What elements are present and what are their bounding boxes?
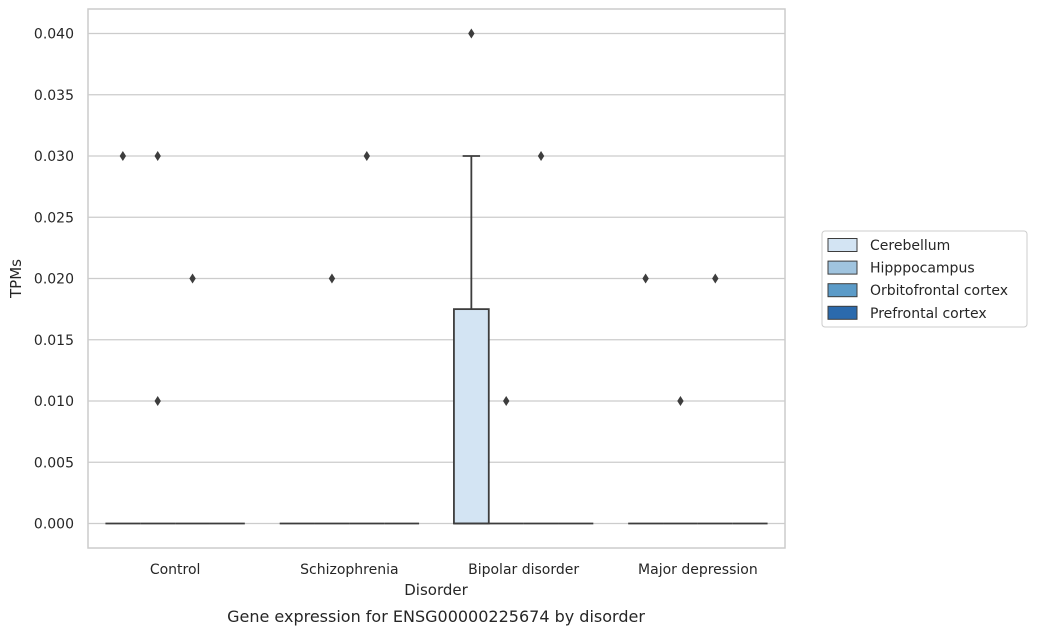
y-tick-label: 0.040: [34, 27, 74, 43]
x-tick-labels: Control Schizophrenia Bipolar disorder Majo…: [150, 562, 758, 578]
x-tick-label: Major depression: [638, 562, 758, 578]
y-tick-label: 0.015: [34, 333, 74, 349]
outlier-point: [537, 151, 545, 161]
y-tick-label: 0.005: [34, 455, 74, 471]
x-tick-label: Control: [150, 562, 201, 578]
x-tick-label: Bipolar disorder: [468, 562, 579, 578]
outlier-point: [642, 273, 649, 284]
y-tick-label: 0.035: [34, 88, 74, 104]
legend-label: Cerebellum: [870, 238, 950, 254]
box-0-2: [453, 28, 490, 525]
outlier-point: [503, 396, 510, 406]
outlier-point: [468, 28, 475, 39]
outlier-point: [712, 273, 719, 284]
box-0-0: [105, 151, 141, 525]
box-2-0: [175, 273, 210, 525]
y-tick-label: 0.025: [34, 210, 74, 226]
legend-label: Hipppocampus: [870, 261, 975, 277]
y-axis-title: TPMs: [7, 259, 25, 299]
box-0-3: [628, 273, 664, 525]
y-tick-label: 0.010: [34, 394, 74, 410]
outlier-point: [154, 396, 161, 406]
box-1-1: [314, 273, 350, 525]
outlier-point: [154, 151, 161, 161]
plot-area-frame: [87, 8, 786, 549]
outlier-point: [119, 151, 127, 161]
legend-swatch: [827, 305, 858, 320]
outlier-point: [189, 273, 196, 284]
box-2-1: [349, 151, 385, 525]
legend-label: Prefrontal cortex: [870, 306, 987, 322]
box-1-0: [140, 151, 176, 525]
box-2-3: [697, 273, 733, 525]
y-tick-label: 0.030: [34, 149, 74, 165]
legend-swatch: [827, 260, 858, 275]
box-body: [453, 308, 490, 525]
y-tick-label: 0.000: [34, 517, 74, 533]
outlier-point: [363, 151, 370, 161]
y-tick-label: 0.020: [34, 272, 74, 288]
outlier-point: [328, 273, 336, 284]
outlier-point: [677, 396, 684, 406]
box-1-2: [488, 396, 524, 525]
legend-frame: [821, 230, 1028, 328]
box-2-2: [523, 151, 559, 525]
legend-swatch: [827, 283, 858, 298]
box-1-3: [663, 396, 698, 525]
x-axis-title: Disorder: [404, 581, 468, 599]
y-tick-labels: 0.000 0.005 0.010 0.015 0.020 0.025 0.030 0.035…: [34, 27, 74, 533]
legend: Cerebellum Hipppocampus Orbitofrontal cort…: [821, 230, 1028, 328]
x-tick-label: Schizophrenia: [300, 562, 398, 578]
legend-label: Orbitofrontal cortex: [870, 283, 1008, 299]
legend-swatch: [827, 238, 858, 252]
box-marks: [105, 28, 768, 525]
chart-caption: Gene expression for ENSG00000225674 by d…: [227, 607, 645, 626]
